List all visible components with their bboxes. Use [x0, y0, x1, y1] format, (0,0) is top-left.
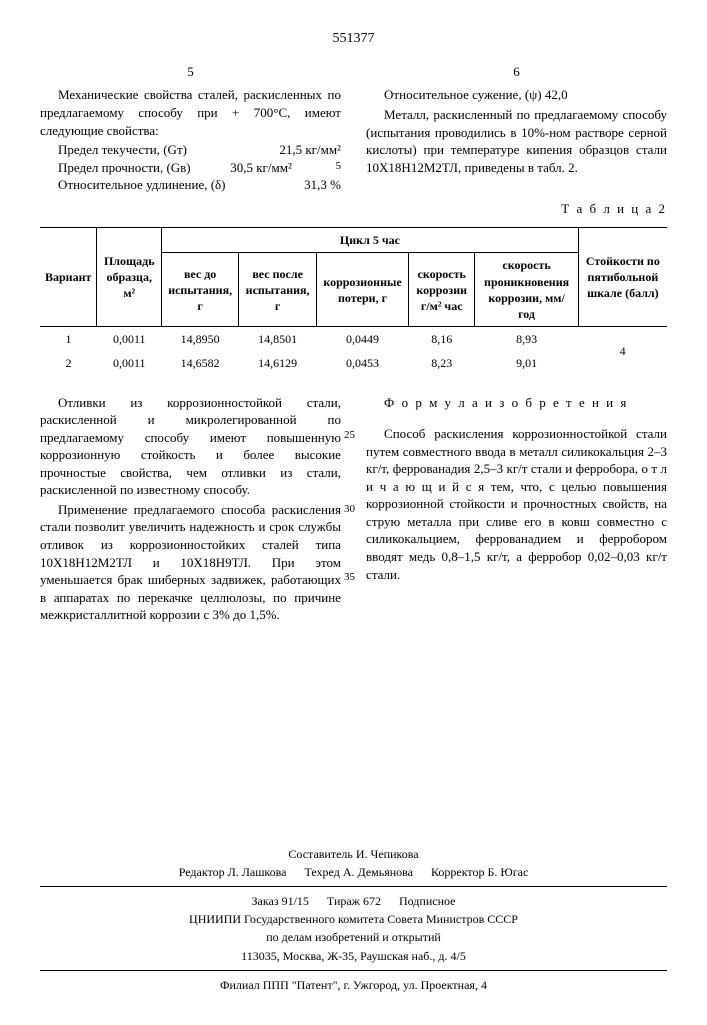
footer-org2: по делам изобретений и открытий [40, 929, 667, 945]
cell: 0,0011 [97, 351, 162, 375]
th-resistance: Стойкости по пятибольной шкале (балл) [578, 228, 667, 327]
cell: 9,01 [475, 351, 578, 375]
footer-tirazh: Тираж 672 [327, 893, 381, 909]
col-num-left: 5 [40, 63, 341, 81]
cell: 0,0449 [317, 327, 409, 352]
th-area: Площадь образца, м² [97, 228, 162, 327]
prop-label: Относительное удлинение, (δ) [58, 176, 226, 194]
left-p2: Применение предлагаемого способа раскисл… [40, 501, 341, 624]
column-numbers: 5 6 [40, 63, 667, 81]
th-variant: Вариант [40, 228, 97, 327]
cell: 14,6129 [239, 351, 317, 375]
footer-author: Составитель И. Чепикова [40, 846, 667, 862]
col-num-right: 6 [366, 63, 667, 81]
left-col-body: Отливки из коррозионностойкой стали, рас… [40, 394, 341, 626]
cell: 8,23 [408, 351, 474, 375]
prop-value: 31,3 % [304, 176, 341, 194]
table-caption: Т а б л и ц а 2 [40, 200, 667, 218]
cell: 2 [40, 351, 97, 375]
line-number-30: 30 [344, 502, 355, 517]
footer-editor: Редактор Л. Лашкова [179, 864, 287, 880]
prop-value: 21,5 кг/мм² [279, 141, 341, 159]
th-cycle: Цикл 5 час [162, 228, 579, 253]
body-columns: Отливки из коррозионностойкой стали, рас… [40, 394, 667, 626]
th-loss: коррозионные потери, г [317, 253, 409, 327]
left-intro: Механические свойства сталей, раскисленн… [40, 86, 341, 139]
prop-row: Предел прочности, (Gв) 30,5 кг/мм² 5 [58, 159, 341, 177]
cell: 8,16 [408, 327, 474, 352]
cell: 14,8950 [162, 327, 239, 352]
footer: Составитель И. Чепикова Редактор Л. Лашк… [40, 846, 667, 993]
footer-order: Заказ 91/15 [252, 893, 309, 909]
data-table: Вариант Площадь образца, м² Цикл 5 час С… [40, 227, 667, 375]
table-row: 2 0,0011 14,6582 14,6129 0,0453 8,23 9,0… [40, 351, 667, 375]
left-col-top: Механические свойства сталей, раскисленн… [40, 86, 341, 193]
right-line1: Относительное сужение, (ψ) 42,0 [366, 86, 667, 104]
prop-row: Относительное удлинение, (δ) 31,3 % [58, 176, 341, 194]
line-number-35: 35 [344, 570, 355, 585]
th-penetration: скорость проникновения коррозии, мм/год [475, 253, 578, 327]
right-col-body: Ф о р м у л а и з о б р е т е н и я Спос… [366, 394, 667, 626]
prop-label: Предел прочности, (Gв) [58, 159, 191, 177]
cell: 14,8501 [239, 327, 317, 352]
right-p1: Способ раскисления коррозионностойкой ст… [366, 425, 667, 583]
prop-value: 30,5 кг/мм² [230, 159, 292, 177]
prop-label: Предел текучести, (Gт) [58, 141, 187, 159]
footer-tech: Техред А. Демьянова [305, 864, 413, 880]
th-wafter: вес после испытания, г [239, 253, 317, 327]
top-columns: Механические свойства сталей, раскисленн… [40, 86, 667, 193]
prop-row: Предел текучести, (Gт) 21,5 кг/мм² [58, 141, 341, 159]
document-number: 551377 [40, 30, 667, 49]
table-row: 1 0,0011 14,8950 14,8501 0,0449 8,16 8,9… [40, 327, 667, 352]
footer-filial: Филиал ППП "Патент", г. Ужгород, ул. Про… [40, 977, 667, 993]
footer-divider [40, 886, 667, 887]
footer-divider2 [40, 970, 667, 971]
footer-org1: ЦНИИПИ Государственного комитета Совета … [40, 911, 667, 927]
th-speed: скорость коррозии г/м² час [408, 253, 474, 327]
footer-addr: 113035, Москва, Ж-35, Раушская наб., д. … [40, 948, 667, 964]
th-wbefore: вес до испытания, г [162, 253, 239, 327]
cell: 0,0011 [97, 327, 162, 352]
footer-sign: Подписное [399, 893, 456, 909]
formula-heading: Ф о р м у л а и з о б р е т е н и я [366, 394, 667, 412]
cell: 1 [40, 327, 97, 352]
cell: 8,93 [475, 327, 578, 352]
left-p1: Отливки из коррозионностойкой стали, рас… [40, 394, 341, 499]
footer-credits: Редактор Л. Лашкова Техред А. Демьянова … [40, 864, 667, 880]
line-number-5: 5 [335, 159, 341, 177]
footer-order-row: Заказ 91/15 Тираж 672 Подписное [40, 893, 667, 909]
line-number-25: 25 [344, 428, 355, 443]
right-col-top: Относительное сужение, (ψ) 42,0 Металл, … [366, 86, 667, 193]
right-para: Металл, раскисленный по предлагаемому сп… [366, 106, 667, 176]
cell: 14,6582 [162, 351, 239, 375]
cell: 0,0453 [317, 351, 409, 375]
footer-corr: Корректор Б. Югас [431, 864, 528, 880]
cell: 4 [578, 327, 667, 376]
